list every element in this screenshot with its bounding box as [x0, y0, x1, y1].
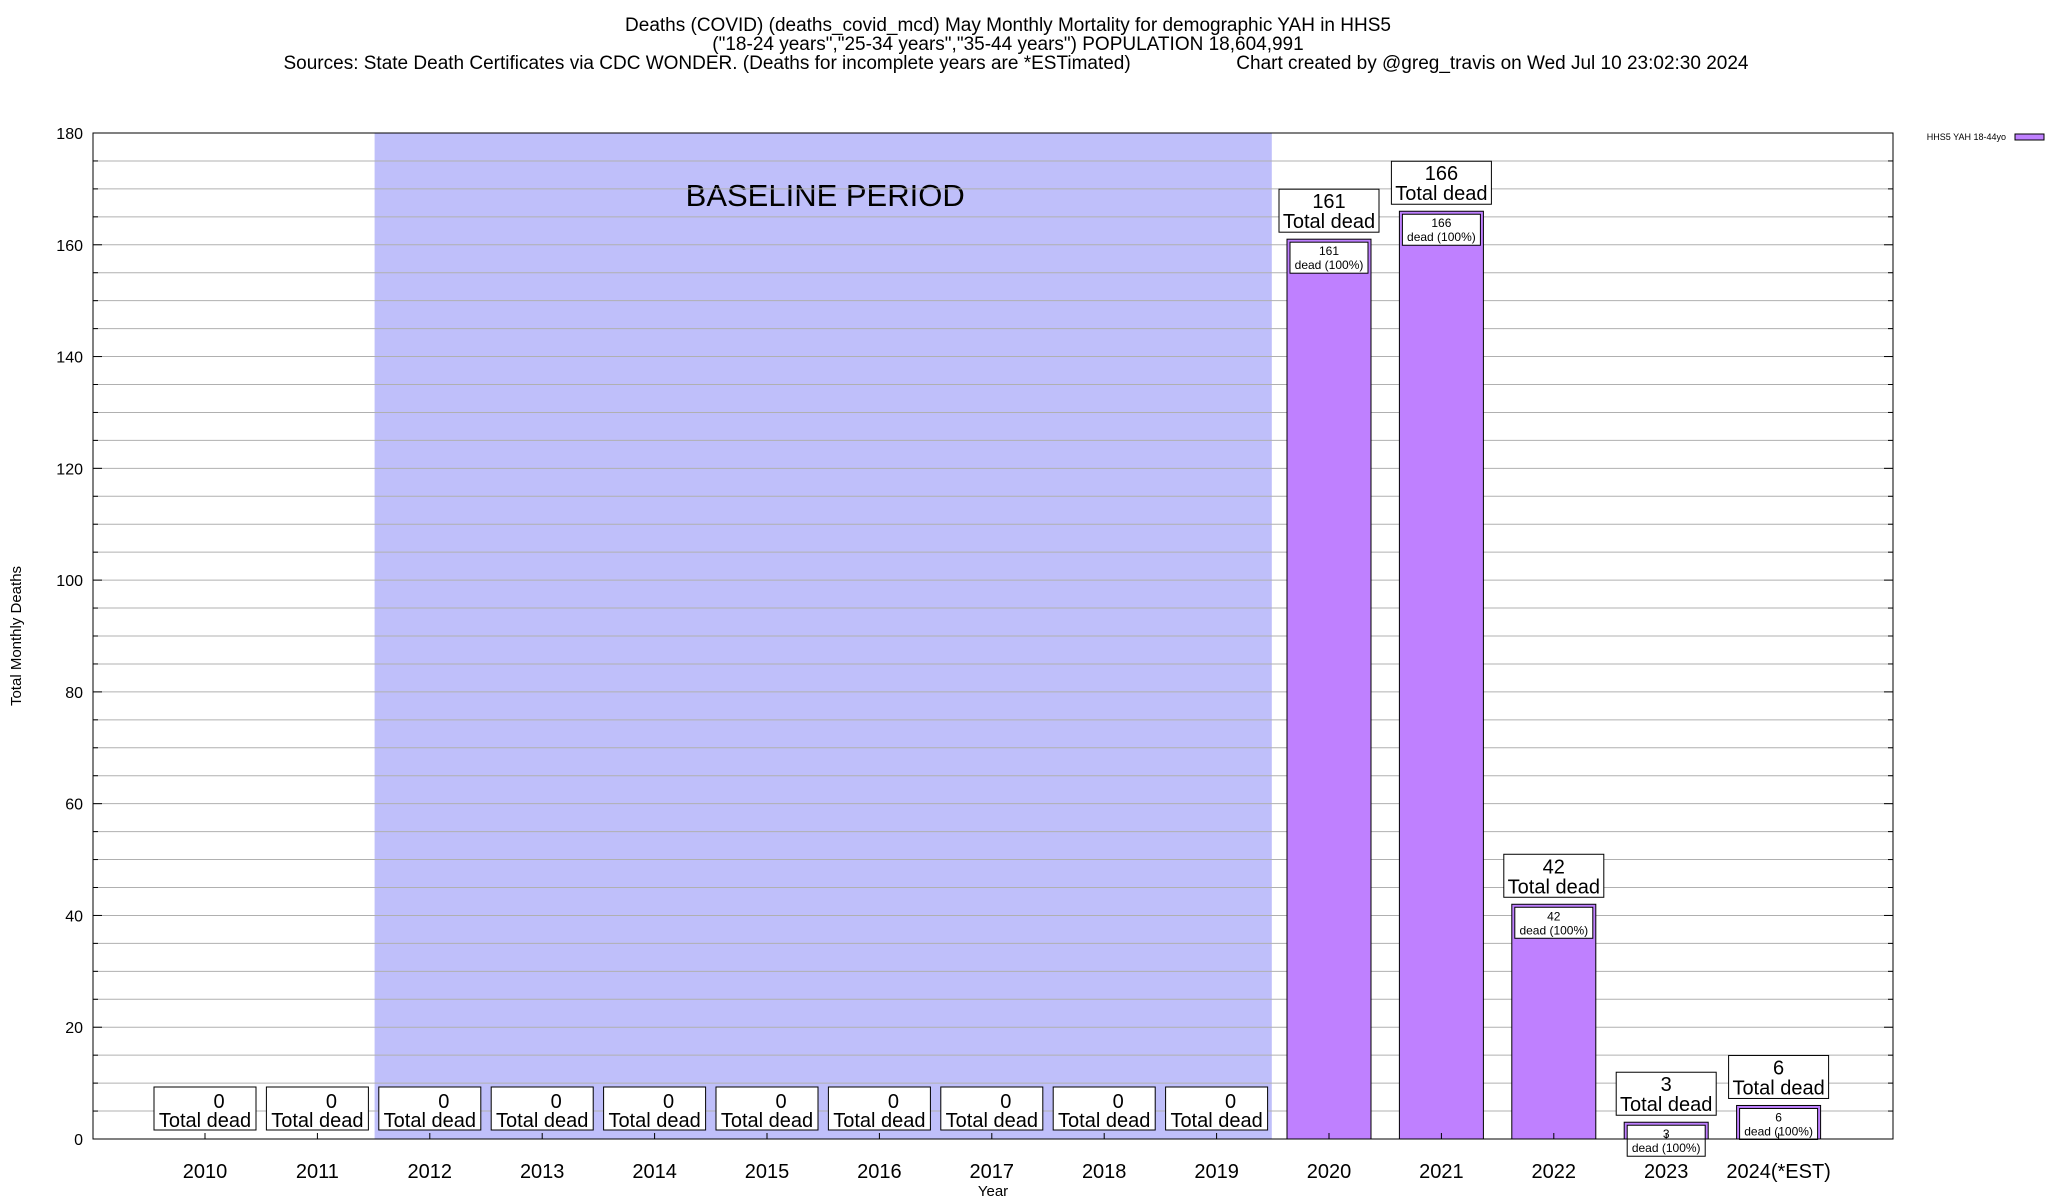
x-tick-label: 2020	[1307, 1161, 1352, 1183]
x-tick-label: 2019	[1194, 1161, 1239, 1183]
bar-total-text: Total dead	[1508, 876, 1600, 898]
y-axis-label: Total Monthly Deaths	[8, 566, 25, 706]
y-tick-label: 0	[74, 1132, 83, 1149]
x-tick-label: 2012	[408, 1161, 453, 1183]
x-tick-label: 2010	[183, 1161, 228, 1183]
y-tick-label: 60	[65, 797, 83, 814]
bar-inner-value: 42	[1547, 909, 1561, 923]
bar-inner-pct: dead (100%)	[1407, 230, 1476, 244]
bar-total-label-box	[715, 1086, 819, 1131]
bar-total-label-box	[1503, 853, 1605, 898]
bar-total-label-box	[1165, 1086, 1269, 1131]
bar-inner-value: 166	[1431, 216, 1451, 230]
bar-total-value: 0	[438, 1091, 449, 1113]
legend-swatch	[2014, 133, 2045, 141]
bar-total-label-box	[490, 1086, 594, 1131]
bar	[1398, 210, 1484, 1140]
x-tick-label: 2015	[745, 1161, 790, 1183]
y-tick-label: 180	[56, 126, 83, 143]
x-tick-label: 2014	[632, 1161, 677, 1183]
bar-total-text: Total dead	[1395, 183, 1487, 205]
x-tick-label: 2016	[857, 1161, 902, 1183]
bar-total-value: 0	[663, 1091, 674, 1113]
legend-label: HHS5 YAH 18-44yo	[1927, 132, 2006, 142]
x-tick-label: 2018	[1082, 1161, 1127, 1183]
bar-total-text: Total dead	[608, 1110, 700, 1132]
bar-inner-label-box	[1514, 906, 1594, 939]
bar-inner-pct: dead (100%)	[1744, 1124, 1813, 1138]
bar-total-value: 0	[1113, 1091, 1124, 1113]
bar-total-text: Total dead	[721, 1110, 813, 1132]
bar-total-label-box	[1278, 188, 1380, 233]
bar-total-text: Total dead	[159, 1110, 251, 1132]
bar-inner-label-box	[1401, 213, 1481, 246]
chart-sources: Sources: State Death Certificates via CD…	[283, 53, 1131, 74]
bar-total-text: Total dead	[946, 1110, 1038, 1132]
x-tick-label: 2023	[1644, 1161, 1689, 1183]
bar-total-label-box	[1728, 1054, 1830, 1099]
bar-inner-value: 6	[1775, 1110, 1782, 1124]
x-axis-label: Year	[978, 1183, 1008, 1200]
y-tick-label: 100	[56, 573, 83, 590]
bar-total-value: 0	[1000, 1091, 1011, 1113]
x-tick-label: 2013	[520, 1161, 565, 1183]
bar-total-value: 0	[775, 1091, 786, 1113]
y-tick-label: 40	[65, 908, 83, 925]
bar-total-label-box	[153, 1086, 257, 1131]
bar-total-value: 42	[1543, 856, 1565, 878]
bar-inner-pct: dead (100%)	[1632, 1141, 1701, 1155]
chart-subtitle: ("18-24 years","25-34 years","35-44 year…	[712, 34, 1304, 55]
bar-total-value: 0	[326, 1091, 337, 1113]
bar	[1511, 903, 1597, 1140]
bar-total-value: 166	[1425, 163, 1458, 185]
bar-inner-pct: dead (100%)	[1519, 923, 1588, 937]
bar-total-text: Total dead	[1283, 211, 1375, 233]
bar-total-text: Total dead	[1170, 1110, 1262, 1132]
x-tick-label: 2011	[296, 1161, 339, 1183]
chart-credit: Chart created by @greg_travis on Wed Jul…	[1236, 53, 1749, 74]
bar-total-text: Total dead	[1620, 1094, 1712, 1116]
bar-total-value: 0	[551, 1091, 562, 1113]
bar-total-text: Total dead	[1732, 1077, 1824, 1099]
bar-total-label-box	[603, 1086, 707, 1131]
bar-total-label-box	[827, 1086, 931, 1131]
baseline-period-label: BASELINE PERIOD	[686, 178, 965, 213]
bar-total-label-box	[1052, 1086, 1156, 1131]
y-tick-label: 160	[56, 238, 83, 255]
bar-total-label-box	[1615, 1071, 1717, 1116]
x-tick-label: 2021	[1419, 1161, 1464, 1183]
bar-total-value: 0	[213, 1091, 224, 1113]
bar-total-text: Total dead	[271, 1110, 363, 1132]
bar-total-text: Total dead	[833, 1110, 925, 1132]
chart-sources-line: Sources: State Death Certificates via CD…	[0, 54, 2040, 74]
chart-title: Deaths (COVID) (deaths_covid_mcd) May Mo…	[625, 15, 1391, 36]
y-tick-label: 120	[56, 461, 83, 478]
bar-inner-label-box	[1289, 241, 1369, 274]
bar-total-text: Total dead	[496, 1110, 588, 1132]
bar-inner-label-box	[1626, 1124, 1706, 1157]
bar-total-label-box	[940, 1086, 1044, 1131]
bar-total-value: 0	[888, 1091, 899, 1113]
bar	[1286, 238, 1372, 1140]
y-tick-label: 140	[56, 350, 83, 367]
plot-border	[92, 132, 1894, 1140]
bar-inner-pct: dead (100%)	[1295, 258, 1364, 272]
x-tick-label: 2017	[970, 1161, 1015, 1183]
bar-total-value: 161	[1312, 191, 1345, 213]
bar-total-text: Total dead	[384, 1110, 476, 1132]
x-tick-label: 2022	[1532, 1161, 1577, 1183]
bar-total-text: Total dead	[1058, 1110, 1150, 1132]
bar-total-value: 3	[1661, 1074, 1672, 1096]
bar-total-value: 6	[1773, 1057, 1784, 1079]
y-tick-label: 20	[65, 1020, 83, 1037]
x-tick-label: 2024(*EST)	[1726, 1161, 1831, 1183]
bar-total-label-box	[1390, 160, 1492, 205]
bar-inner-value: 161	[1319, 244, 1339, 258]
bar-total-label-box	[378, 1086, 482, 1131]
y-tick-label: 80	[65, 685, 83, 702]
bar-total-value: 0	[1225, 1091, 1236, 1113]
bar-total-label-box	[265, 1086, 369, 1131]
